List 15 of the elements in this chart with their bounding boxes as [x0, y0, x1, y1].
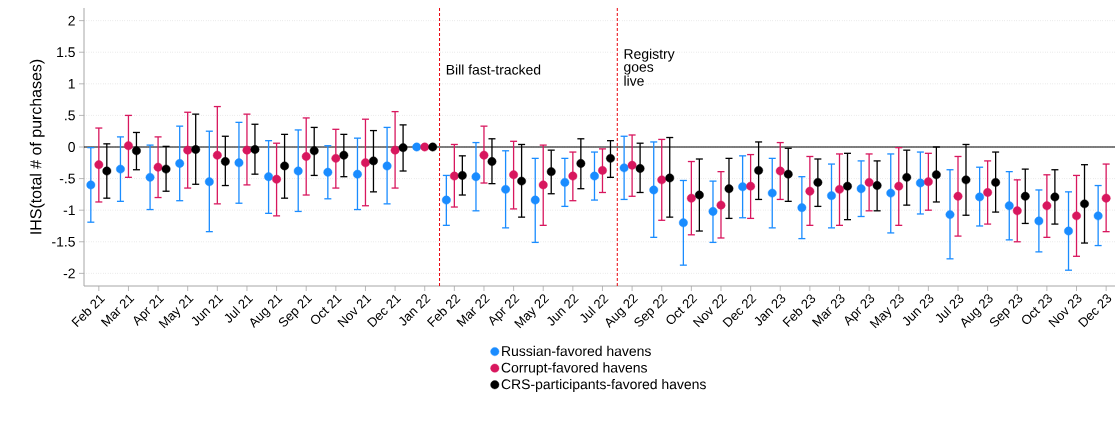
- y-tick-label: -.5: [59, 173, 75, 184]
- y-tick-label: 0: [68, 142, 75, 152]
- legend-label: CRS-participants-favored havens: [501, 378, 706, 392]
- annotation: Bill fast-tracked: [446, 64, 541, 75]
- y-tick-label: -1.5: [52, 236, 75, 247]
- y-axis-title: IHS(total # of purchases): [29, 59, 45, 234]
- y-tick-label: -1: [63, 205, 75, 215]
- legend-label: Russian-favored havens: [502, 345, 651, 357]
- y-tick-label: -2: [63, 268, 75, 279]
- y-tick-label: .5: [65, 110, 75, 121]
- annotation: Registry goes live: [624, 48, 675, 86]
- y-tick-label: 1.5: [57, 47, 75, 58]
- y-tick-label: 1: [68, 79, 75, 89]
- y-tick-label: 2: [68, 15, 75, 26]
- legend-label: Corrupt-favored havens: [501, 362, 647, 376]
